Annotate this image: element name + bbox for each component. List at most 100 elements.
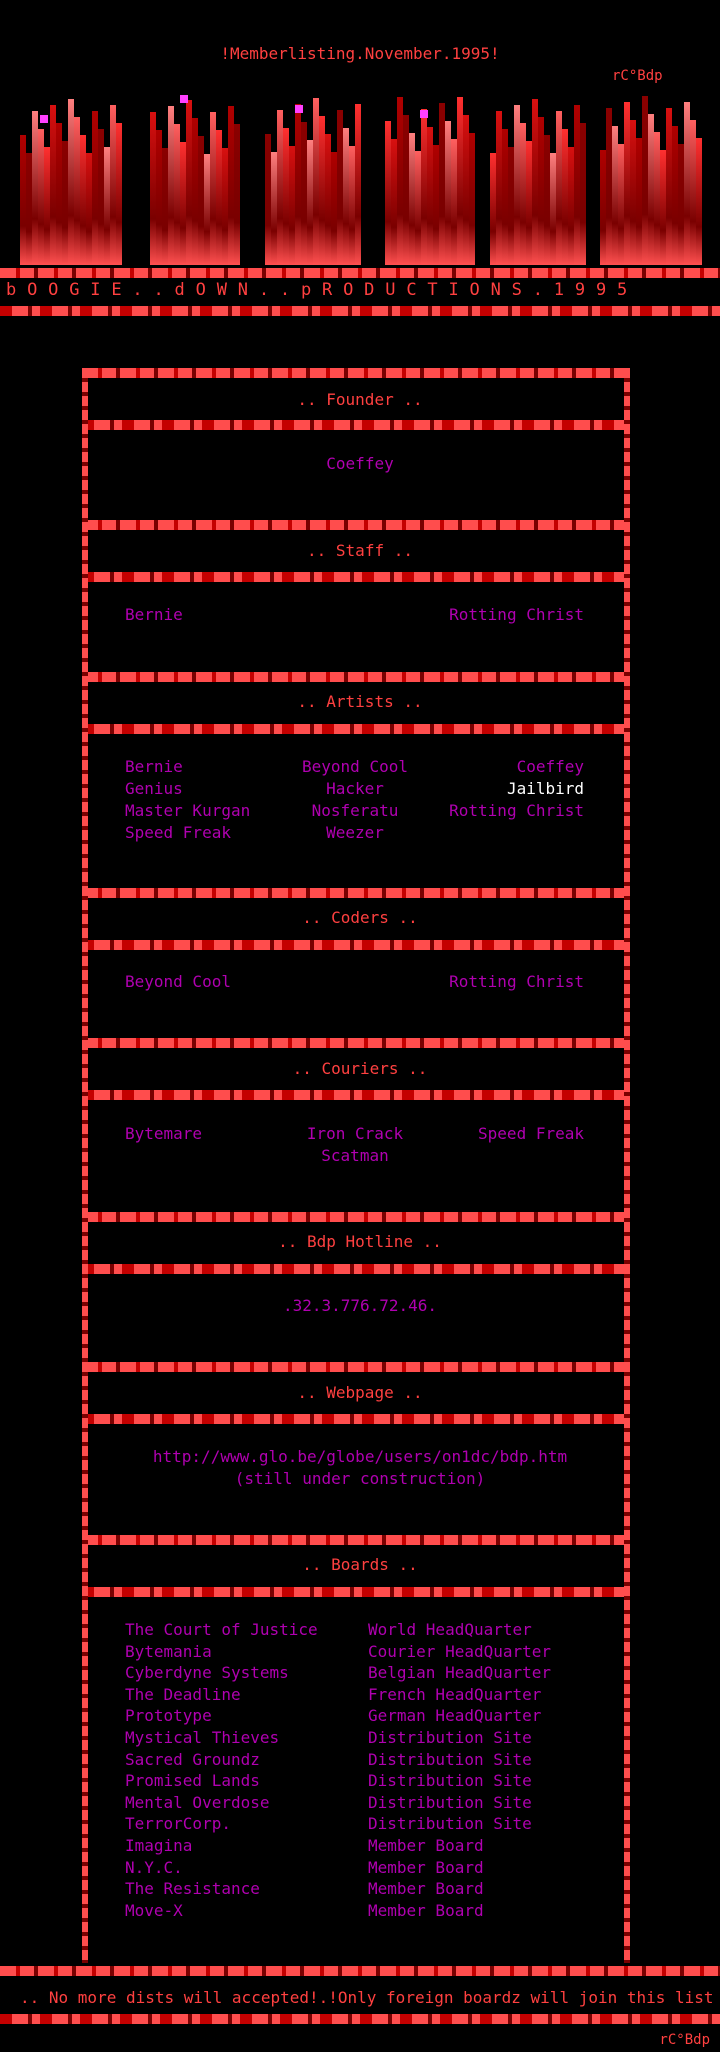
logo-stripe xyxy=(307,140,313,265)
section-bar xyxy=(82,888,630,898)
logo-stripe xyxy=(32,111,38,265)
board-type: Distribution Site xyxy=(368,1771,532,1791)
section-bar xyxy=(82,1362,630,1372)
logo-stripe xyxy=(574,105,580,265)
board-name: Move-X xyxy=(125,1900,183,1920)
logo-stripe xyxy=(463,115,469,265)
logo-stripe xyxy=(228,106,234,265)
logo-stripe xyxy=(678,144,684,265)
member-name: Bernie xyxy=(125,757,183,776)
board-type: German HeadQuarter xyxy=(368,1706,542,1726)
couriers-title: .. Couriers .. xyxy=(292,1059,428,1078)
logo-stripe xyxy=(642,96,648,265)
section-bar xyxy=(82,520,630,530)
logo-stripe xyxy=(216,130,222,265)
logo-stripe xyxy=(92,111,98,265)
logo-stripe xyxy=(562,129,568,265)
logo-stripe xyxy=(168,106,174,265)
logo-stripe xyxy=(684,102,690,265)
logo-stripe xyxy=(502,129,508,265)
section-bar xyxy=(82,724,630,734)
section-bar xyxy=(82,1038,630,1048)
board-type: Member Board xyxy=(368,1879,484,1899)
member-name: Genius xyxy=(125,779,183,798)
logo-stripe xyxy=(648,114,654,265)
logo-highlight xyxy=(420,110,428,118)
logo-stripe xyxy=(20,135,26,265)
logo-stripe xyxy=(295,104,301,265)
staff-title: .. Staff .. xyxy=(307,541,413,560)
member-name: Iron Crack xyxy=(306,1124,404,1143)
logo-stripe xyxy=(490,153,496,265)
logo-stripe xyxy=(44,147,50,265)
section-bar xyxy=(82,672,630,682)
logo-stripe xyxy=(612,126,618,265)
coder-member: Rotting Christ xyxy=(449,972,584,991)
logo-stripe xyxy=(385,121,391,265)
member-name: Master Kurgan xyxy=(125,801,251,820)
logo-stripe xyxy=(319,116,325,265)
logo-stripe xyxy=(186,100,192,265)
member-name: Rotting Christ xyxy=(449,801,584,820)
section-bar xyxy=(82,420,630,430)
logo-stripe xyxy=(198,136,204,265)
logo-stripe xyxy=(520,123,526,265)
logo-stripe xyxy=(355,104,361,265)
logo-stripe xyxy=(556,111,562,265)
logo-stripe xyxy=(174,124,180,265)
board-name: Sacred Groundz xyxy=(125,1749,260,1769)
logo-stripe xyxy=(192,118,198,265)
logo-stripe xyxy=(451,139,457,265)
logo-stripe xyxy=(496,111,502,265)
board-type: Distribution Site xyxy=(368,1749,532,1769)
board-name: Prototype xyxy=(125,1706,212,1726)
logo-stripe xyxy=(457,97,463,265)
logo-stripe xyxy=(349,146,355,265)
artist-tag: rC°Bdp xyxy=(612,68,663,84)
section-bar xyxy=(82,572,630,582)
logo-stripe xyxy=(331,152,337,265)
board-name: Bytemania xyxy=(125,1641,212,1661)
logo-stripe xyxy=(26,153,32,265)
logo-stripe xyxy=(80,135,86,265)
section-bar xyxy=(82,1414,630,1424)
logo-stripe xyxy=(265,134,271,265)
board-name: Cyberdyne Systems xyxy=(125,1663,289,1683)
member-name: Jailbird xyxy=(506,779,584,798)
logo-stripe xyxy=(180,142,186,265)
logo-stripe xyxy=(98,129,104,265)
member-name: Bytemare xyxy=(125,1124,203,1143)
memberlisting-title: !Memberlisting.November.1995! xyxy=(220,44,500,63)
logo-stripe xyxy=(150,112,156,265)
section-bar xyxy=(82,1090,630,1100)
logo-stripe xyxy=(636,138,642,265)
group-name: b O O G I E . . d O W N . . p R O D U C … xyxy=(6,280,628,300)
logo-stripe xyxy=(514,105,520,265)
board-name: The Resistance xyxy=(125,1879,260,1899)
coders-title: .. Coders .. xyxy=(302,908,418,927)
section-bar xyxy=(82,1535,630,1545)
board-type: French HeadQuarter xyxy=(368,1684,542,1704)
board-type: Member Board xyxy=(368,1836,484,1855)
webpage-url[interactable]: http://www.glo.be/globe/users/on1dc/bdp.… xyxy=(152,1447,568,1466)
logo-stripe xyxy=(624,102,630,265)
logo-stripe xyxy=(234,124,240,265)
logo-stripe xyxy=(526,141,532,265)
logo-stripe xyxy=(403,115,409,265)
logo-stripe xyxy=(116,123,122,265)
logo-stripe xyxy=(654,132,660,265)
staff-member: Rotting Christ xyxy=(449,605,584,624)
section-bar xyxy=(82,368,630,378)
coder-member: Beyond Cool xyxy=(125,972,231,991)
hotline-title: .. Bdp Hotline .. xyxy=(278,1232,442,1251)
logo-stripe xyxy=(156,130,162,265)
logo-stripe xyxy=(289,146,295,265)
logo-stripe xyxy=(666,108,672,265)
logo-stripe xyxy=(550,153,556,265)
logo-stripe xyxy=(415,151,421,265)
section-bar xyxy=(82,1212,630,1222)
member-name: Speed Freak xyxy=(125,823,231,842)
member-name: Hacker xyxy=(326,779,384,798)
footer-bar xyxy=(0,1966,720,1976)
logo-stripe xyxy=(391,139,397,265)
